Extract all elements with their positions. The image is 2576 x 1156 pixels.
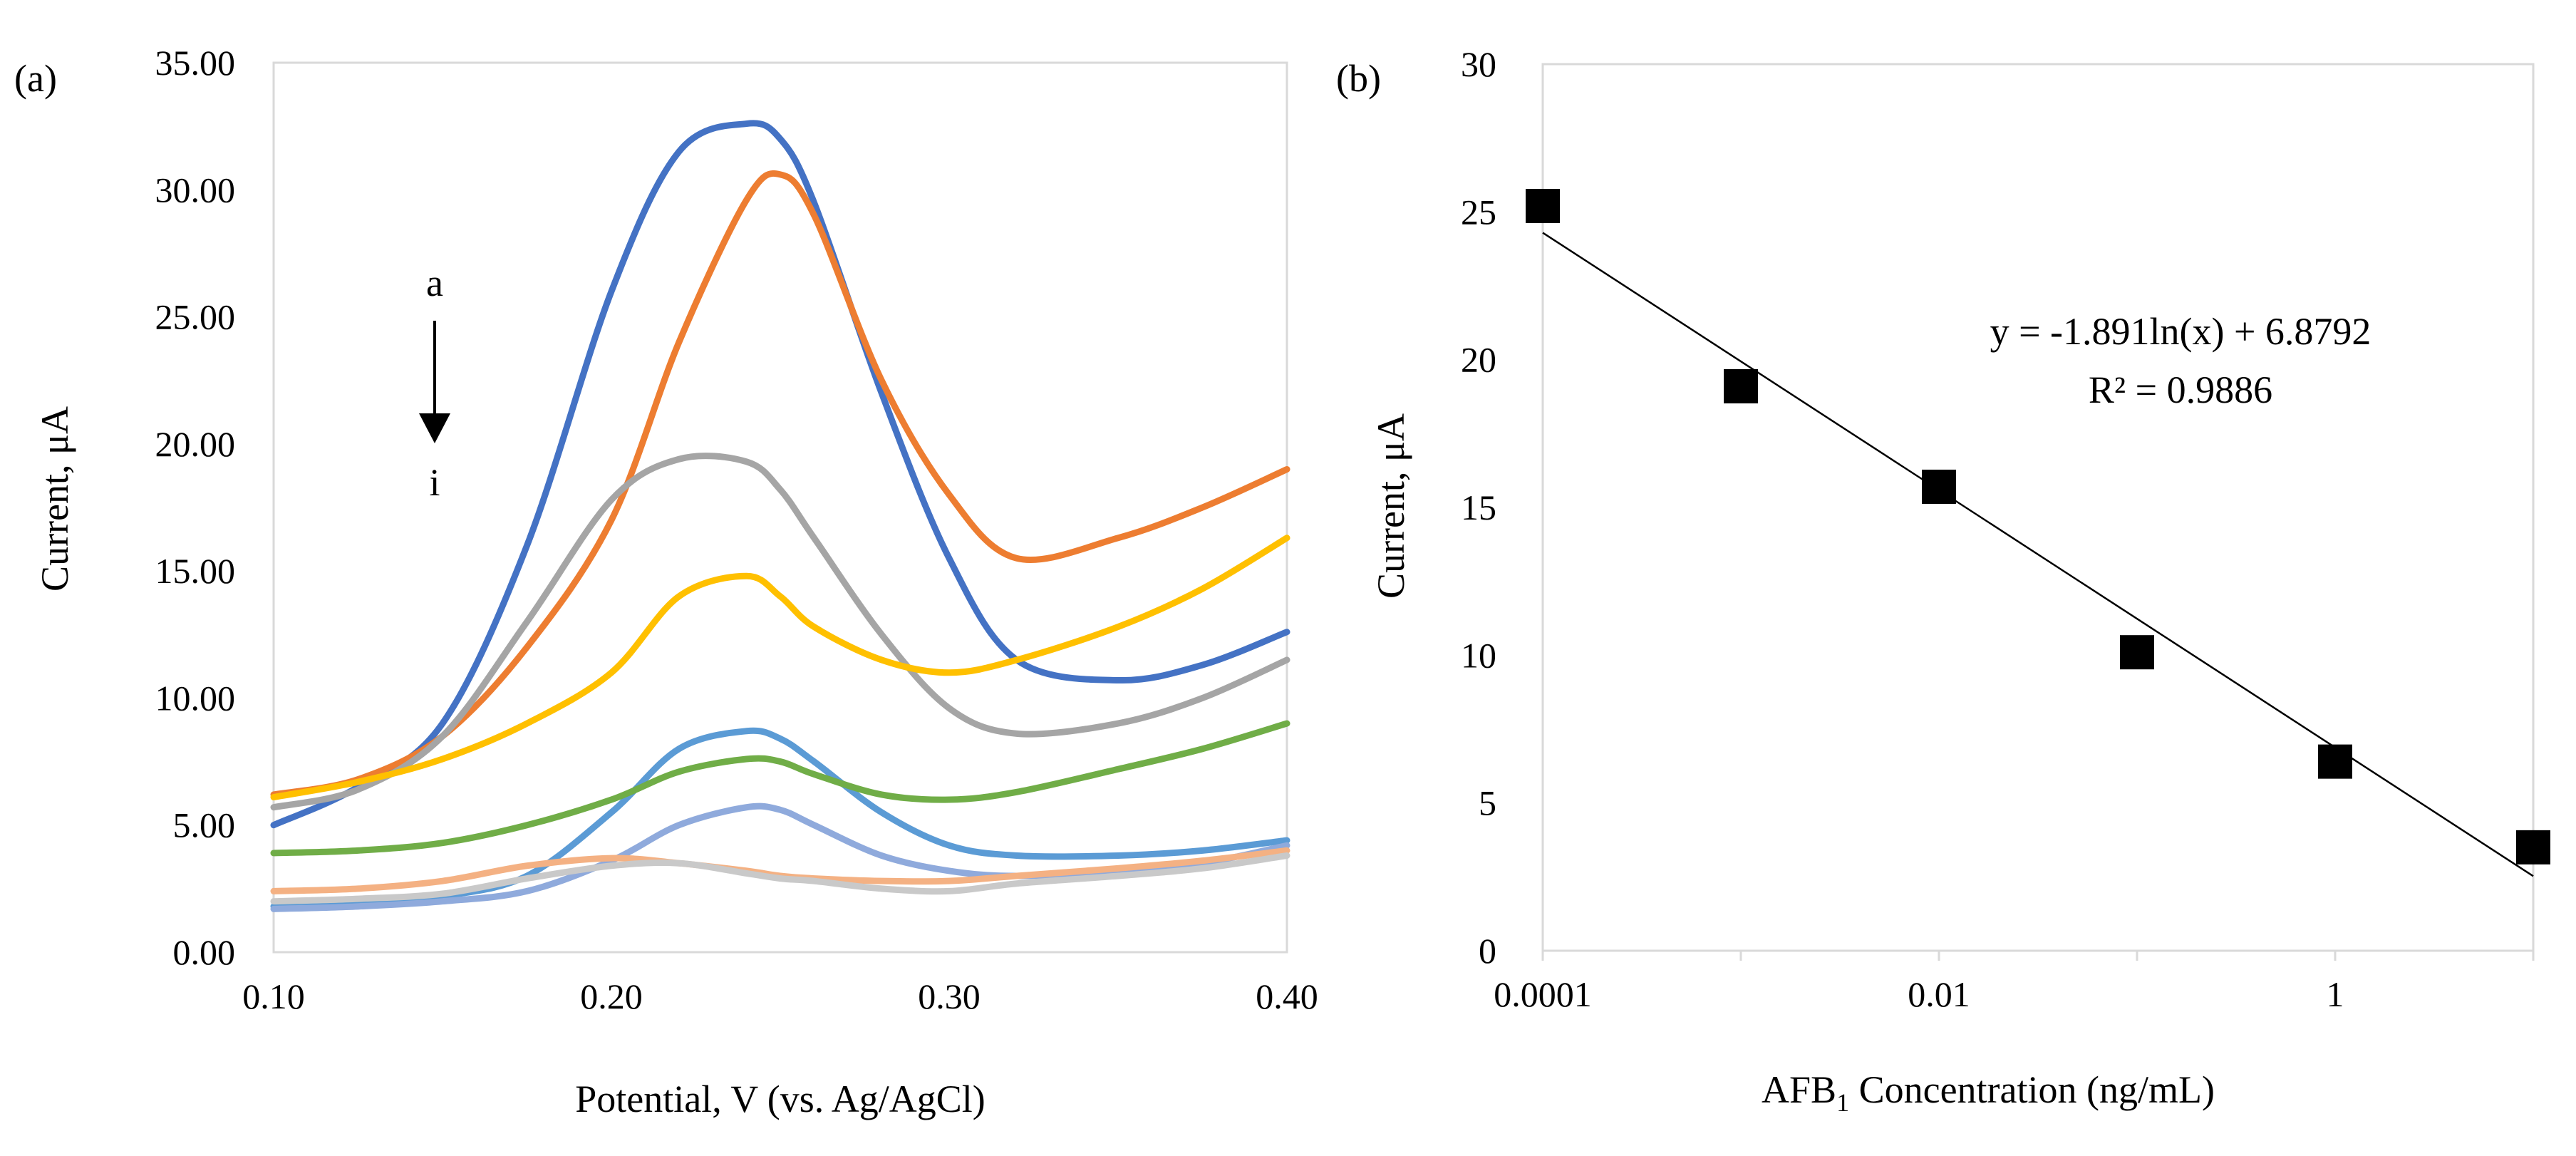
data-point — [2516, 830, 2550, 865]
series-line-b — [270, 170, 1290, 798]
trendline-equation: y = -1.891ln(x) + 6.8792 — [1990, 310, 2371, 353]
series-line-d — [270, 535, 1290, 800]
panel-a-y-tick-label: 25.00 — [155, 297, 236, 337]
panel-a-y-tick-label: 15.00 — [155, 551, 236, 591]
panel-a-label: (a) — [14, 57, 57, 100]
series-line-c — [270, 453, 1290, 811]
panel-b-y-ticks: 0 5 10 15 20 25 30 — [1461, 44, 1496, 971]
panel-a-chart: (a) 0.00 5.00 10.00 15.00 20.00 25.00 30.00 35.… — [14, 43, 1318, 1120]
panel-a-y-tick-label: 30.00 — [155, 170, 236, 210]
panel-b-x-tick-label: 0.01 — [1908, 974, 1970, 1014]
annotation-i: i — [429, 461, 440, 504]
trendline — [1542, 232, 2534, 877]
panel-b-y-tick-label: 15 — [1461, 487, 1496, 527]
panel-b-y-tick-label: 0 — [1479, 931, 1496, 971]
panel-b-y-tick-label: 25 — [1461, 192, 1496, 232]
panel-a-y-tick-label: 5.00 — [173, 805, 236, 845]
series-line-f — [270, 720, 1290, 857]
data-point — [1526, 189, 1560, 224]
panel-a-x-ticks: 0.10 0.20 0.30 0.40 — [242, 976, 1318, 1016]
panel-b-points — [1526, 189, 2550, 865]
panel-b-label: (b) — [1336, 57, 1381, 100]
data-point — [2318, 744, 2352, 779]
panel-b-chart: (b) 0 5 10 15 20 25 30 0.0001 0.01 1 Current, μA… — [1336, 44, 2550, 1117]
panel-b-plot-area — [1541, 63, 2535, 952]
panel-a-y-axis-label: Current, μA — [33, 406, 76, 592]
annotation-arrow-head — [419, 413, 450, 443]
series-line-i — [270, 852, 1290, 905]
panel-b-x-ticks: 0.0001 0.01 1 — [1494, 951, 2535, 1014]
data-point — [1922, 469, 1956, 504]
panel-a-x-tick-label: 0.10 — [242, 976, 305, 1016]
panel-a-y-tick-label: 10.00 — [155, 678, 236, 718]
panel-a-y-ticks: 0.00 5.00 10.00 15.00 20.00 25.00 30.00 35.00 — [155, 43, 236, 972]
panel-a-x-tick-label: 0.30 — [918, 976, 981, 1016]
data-point — [1724, 368, 1758, 403]
panel-b-y-tick-label: 10 — [1461, 635, 1496, 675]
panel-b-y-tick-label: 30 — [1461, 44, 1496, 84]
panel-b-y-axis-label: Current, μA — [1370, 413, 1412, 599]
panel-a-x-tick-label: 0.20 — [580, 976, 643, 1016]
r-squared-label: R² = 0.9886 — [2089, 368, 2272, 411]
panel-b-y-tick-label: 20 — [1461, 340, 1496, 380]
panel-a-x-tick-label: 0.40 — [1256, 976, 1318, 1016]
panel-a-y-tick-label: 35.00 — [155, 43, 236, 83]
panel-a-plot-area — [272, 61, 1288, 954]
panel-a-series — [270, 120, 1290, 912]
data-point — [2120, 635, 2154, 670]
panel-b-x-axis-label: AFB1 Concentration (ng/mL) — [1762, 1068, 2215, 1117]
panel-a-y-tick-label: 20.00 — [155, 424, 236, 464]
panel-b-trendline-group — [1542, 232, 2534, 877]
panel-b-x-tick-label: 1 — [2327, 974, 2344, 1014]
panel-b-x-tick-label: 0.0001 — [1494, 974, 1592, 1014]
panel-a-x-axis-label: Potential, V (vs. Ag/AgCl) — [575, 1078, 986, 1120]
annotation-a: a — [426, 262, 443, 304]
panel-b-y-tick-label: 5 — [1479, 783, 1496, 823]
series-line-a — [270, 120, 1290, 829]
panel-a-y-tick-label: 0.00 — [173, 932, 236, 972]
